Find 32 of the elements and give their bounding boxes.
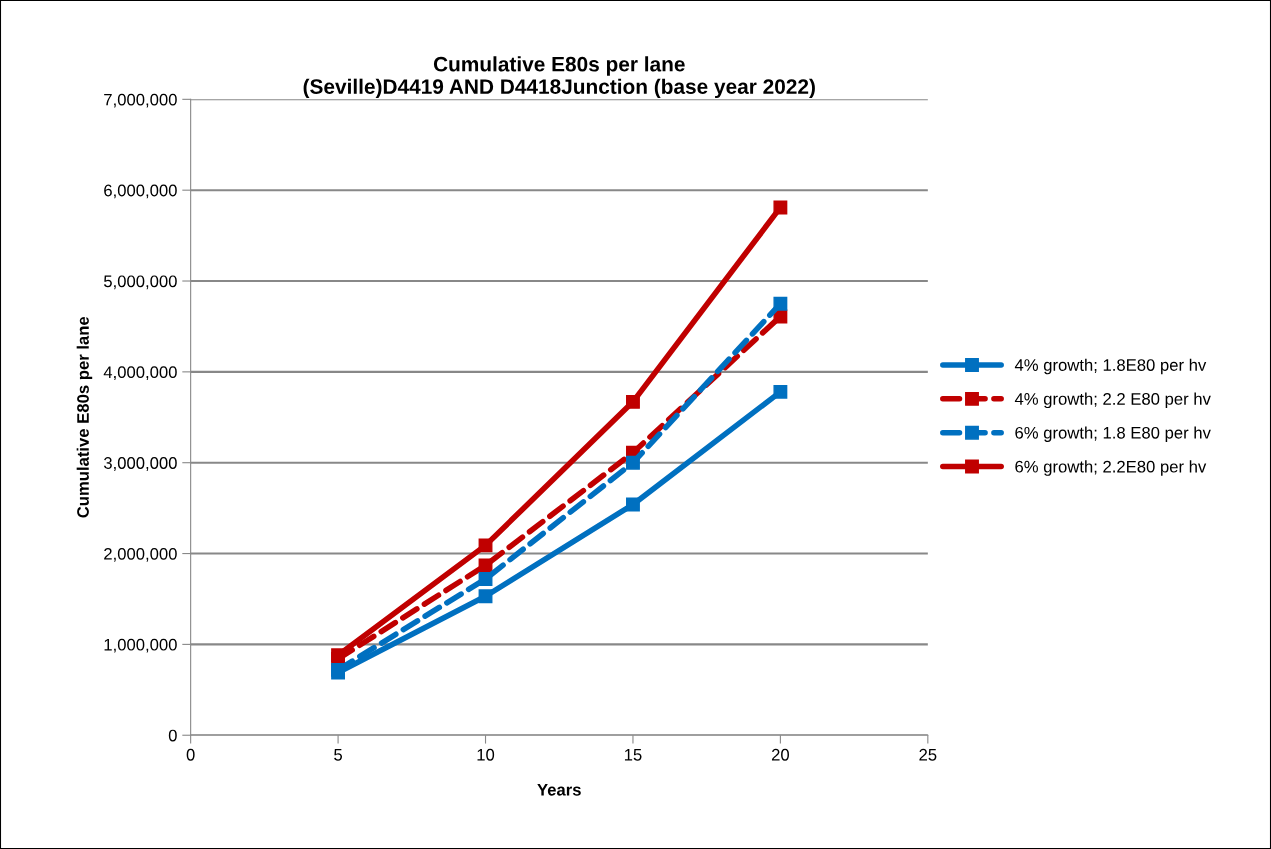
y-tick-label: 7,000,000	[104, 93, 177, 108]
legend-label: 6% growth; 2.2E80 per hv	[1015, 460, 1207, 476]
point	[773, 384, 788, 399]
point	[331, 648, 346, 663]
y-tick-label: 4,000,000	[103, 366, 177, 381]
point	[626, 497, 640, 512]
point	[626, 455, 640, 470]
legend-label: 4% growth; 1.8E80 per hv	[1014, 358, 1207, 375]
x-tick-label: 10	[477, 748, 495, 761]
point	[478, 572, 493, 586]
y-tick-label: 3,000,000	[103, 457, 177, 471]
y-tick-label: 6,000,000	[104, 184, 177, 199]
point	[478, 538, 493, 553]
legend-label: 4% growth; 2.2 E80 per hv	[1014, 392, 1211, 409]
x-tick-label: 0	[186, 748, 195, 761]
point	[478, 558, 493, 573]
point	[773, 296, 788, 311]
y-tick-label: 0	[168, 729, 177, 742]
x-tick-label: 25	[919, 748, 937, 761]
point	[478, 589, 493, 604]
x-axis-title: Years	[537, 784, 581, 796]
x-tick-label: 15	[624, 749, 642, 761]
x-tick-label: 20	[771, 748, 790, 761]
point	[626, 394, 640, 409]
x-tick-label: 5	[334, 749, 343, 761]
y-tick-label: 5,000,000	[103, 275, 177, 290]
y-tick-label: 2,000,000	[104, 547, 177, 562]
chart-title: Cumulative E80s per lane (Seville)D4419 AND D4418Junction (base year 2022)	[303, 56, 815, 99]
legend-label: 6% growth; 1.8 E80 per hv	[1015, 426, 1211, 442]
point	[773, 200, 788, 215]
y-tick-label: 1,000,000	[104, 638, 177, 653]
y-axis-title: Cumulative E80s per lane	[76, 316, 93, 518]
